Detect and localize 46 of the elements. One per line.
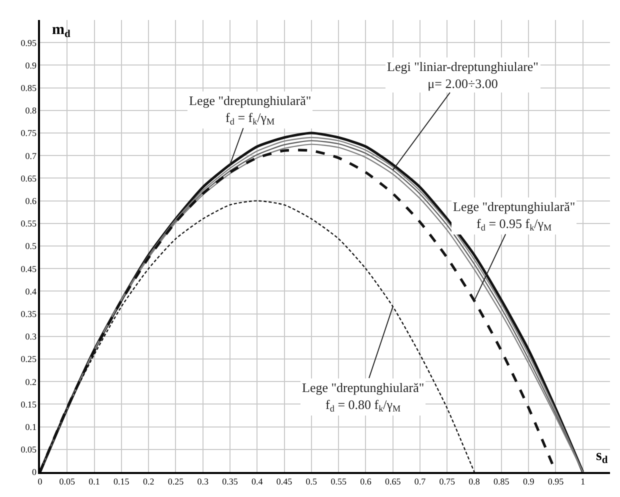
x-tick-label: 0.05 xyxy=(59,476,76,487)
x-tick-label: 0.2 xyxy=(142,476,154,487)
x-tick-label: 0.45 xyxy=(276,476,293,487)
y-tick-label: 0.2 xyxy=(25,376,36,387)
annotation: Lege "dreptunghiulară" f$_{d}$ = f$_{k}$/γ$_{M}$ xyxy=(189,93,312,127)
x-tick-label: 0.5 xyxy=(306,476,318,487)
y-tick-label: 0.95 xyxy=(20,38,37,48)
annotation: Lege "dreptunghiulară" f$_{d}$ = 0.80 f$_{k}$/γ$_{M}$ xyxy=(302,380,424,414)
y-tick-label: 0.35 xyxy=(20,308,37,319)
y-tick-label: 0.65 xyxy=(20,173,37,184)
y-tick-label: 0.9 xyxy=(25,60,37,70)
x-tick-label: 0.8 xyxy=(468,476,480,487)
x-tick-label: 0.9 xyxy=(522,476,535,487)
x-tick-label: 0.85 xyxy=(494,476,510,487)
y-tick-label: 0.45 xyxy=(20,264,37,274)
x-tick-label: 0.25 xyxy=(168,476,184,487)
annotation: Legi "liniar-dreptunghiulare" μ= 2.00÷3.00 xyxy=(387,59,538,91)
x-tick-label: 0.65 xyxy=(384,476,402,487)
x-tick-label: 0.4 xyxy=(252,476,264,487)
y-tick-label: 0.3 xyxy=(25,332,37,342)
x-tick-label: 1 xyxy=(580,476,586,487)
x-tick-label: 0.55 xyxy=(330,476,347,487)
y-tick-label: 0.75 xyxy=(20,128,37,138)
y-tick-label: 0.7 xyxy=(25,150,37,161)
x-tick-label: 0.15 xyxy=(114,476,130,487)
y-tick-label: 0.8 xyxy=(25,106,37,116)
y-tick-label: 0.1 xyxy=(25,422,36,432)
x-tick-label: 0.6 xyxy=(360,476,372,487)
y-axis-title: m$_{d}$ xyxy=(52,22,70,40)
y-tick-label: 0.25 xyxy=(20,354,37,364)
x-axis-title: s$_{d}$ xyxy=(596,448,608,466)
x-tick-label: 0.95 xyxy=(548,476,564,487)
y-tick-label: 0.5 xyxy=(25,241,37,252)
x-tick-label: 0.35 xyxy=(222,476,238,487)
x-tick-label: 0.75 xyxy=(439,476,456,487)
y-tick-label: 0.15 xyxy=(20,399,37,410)
y-tick-label: 0.05 xyxy=(20,444,37,455)
annotation: Lege "dreptunghiulară" f$_{d}$ = 0.95 f$_{k}$/γ$_{M}$ xyxy=(453,199,576,233)
y-tick-label: 0.55 xyxy=(20,218,37,229)
x-tick-label: 0.1 xyxy=(88,476,100,487)
x-tick-label: 0.3 xyxy=(197,476,209,487)
y-tick-label: 0.6 xyxy=(25,196,37,206)
y-tick-label: 0.85 xyxy=(20,82,37,93)
y-tick-label: 0 xyxy=(32,467,37,478)
y-tick-label: 0.4 xyxy=(25,286,37,296)
x-tick-label: 0.7 xyxy=(414,476,426,487)
